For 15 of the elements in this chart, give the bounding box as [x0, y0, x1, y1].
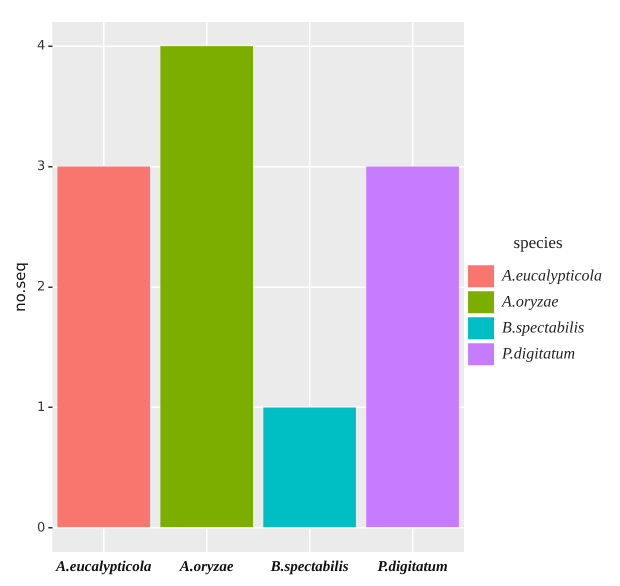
- legend-label: B.spectabilis: [502, 319, 584, 336]
- legend-title: species: [513, 232, 563, 252]
- legend-label: A.eucalypticola: [501, 267, 602, 284]
- legend-label: P.digitatum: [501, 345, 576, 362]
- x-tick-label: B.spectabilis: [270, 558, 349, 575]
- y-tick-label: 0: [36, 520, 46, 536]
- y-tick-label: 2: [36, 279, 46, 294]
- y-tick-label: 3: [36, 158, 46, 174]
- y-tick-label: 1: [36, 400, 46, 415]
- x-tick-label: A.eucalypticola: [55, 558, 152, 575]
- x-tick-label: A.oryzae: [178, 558, 234, 575]
- y-axis-title: no.seq: [10, 262, 29, 312]
- legend-label: A.oryzae: [501, 293, 558, 310]
- y-tick-label: 4: [36, 38, 46, 54]
- x-tick-label: P.digitatum: [377, 558, 448, 575]
